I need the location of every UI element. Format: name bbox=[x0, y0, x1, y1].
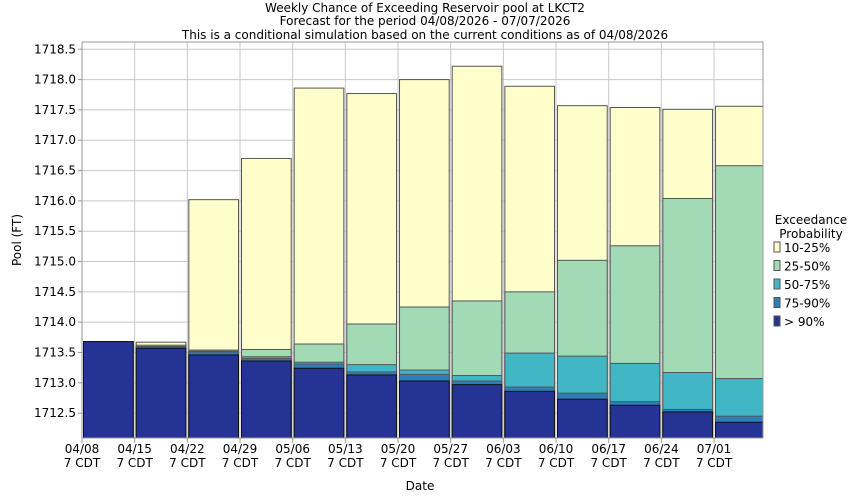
y-tick-label: 1716.5 bbox=[34, 164, 76, 178]
y-axis-ticks: 1712.5 1713.0 1713.5 1714.0 1714.5 1715.0 1715… bbox=[34, 42, 82, 420]
legend-swatch bbox=[773, 315, 781, 327]
x-tick-sublabel: 7 CDT bbox=[432, 456, 469, 470]
bar-segment--90- bbox=[241, 360, 292, 439]
legend-label: 25-50% bbox=[784, 260, 830, 274]
bar-segment--90- bbox=[135, 347, 187, 439]
bar-segment--90- bbox=[715, 421, 764, 439]
legend-label: > 90% bbox=[784, 315, 825, 329]
x-tick-label: 04/22 bbox=[170, 442, 205, 456]
x-tick-sublabel: 7 CDT bbox=[696, 456, 733, 470]
x-tick-label: 04/15 bbox=[117, 442, 152, 456]
y-tick-label: 1713.0 bbox=[34, 376, 76, 390]
y-tick-label: 1718.0 bbox=[34, 73, 76, 87]
x-tick-sublabel: 7 CDT bbox=[643, 456, 680, 470]
x-tick-label: 04/08 bbox=[65, 442, 100, 456]
x-tick-sublabel: 7 CDT bbox=[222, 456, 259, 470]
legend-label: 10-25% bbox=[784, 241, 830, 255]
legend-swatch bbox=[773, 297, 781, 308]
chart-title-line-1: Weekly Chance of Exceeding Reservoir poo… bbox=[265, 1, 585, 15]
bar-segment--90- bbox=[609, 404, 661, 439]
legend-swatch bbox=[773, 260, 781, 271]
bar-segment--90- bbox=[504, 390, 556, 439]
bar-segment--90- bbox=[346, 374, 398, 439]
x-tick-label: 05/27 bbox=[433, 442, 468, 456]
legend-label: 50-75% bbox=[784, 278, 830, 292]
x-tick-sublabel: 7 CDT bbox=[590, 456, 627, 470]
bar-segment--90- bbox=[451, 384, 503, 439]
legend-swatch bbox=[773, 278, 781, 290]
y-tick-label: 1718.5 bbox=[34, 42, 76, 56]
y-tick-label: 1716.0 bbox=[34, 194, 76, 208]
legend-label: 75-90% bbox=[784, 297, 830, 311]
x-tick-sublabel: 7 CDT bbox=[274, 456, 311, 470]
x-tick-sublabel: 7 CDT bbox=[538, 456, 575, 470]
x-tick-label: 06/17 bbox=[591, 442, 626, 456]
chart-title-line-2: Forecast for the period 04/08/2026 - 07/… bbox=[280, 14, 571, 28]
legend-title-2: Probability bbox=[779, 227, 842, 241]
x-tick-label: 05/13 bbox=[328, 442, 363, 456]
y-tick-label: 1717.0 bbox=[34, 133, 76, 147]
bar-segment--90- bbox=[399, 380, 450, 439]
x-axis-label: Date bbox=[406, 479, 435, 493]
y-axis-label: Pool (FT) bbox=[10, 214, 24, 266]
bar-segment--90- bbox=[662, 411, 714, 439]
x-tick-label: 05/06 bbox=[275, 442, 310, 456]
x-tick-sublabel: 7 CDT bbox=[64, 456, 101, 470]
chart-title-line-3: This is a conditional simulation based o… bbox=[181, 28, 668, 42]
x-tick-label: 06/10 bbox=[539, 442, 574, 456]
x-tick-sublabel: 7 CDT bbox=[116, 456, 153, 470]
legend: Exceedance Probability 10-25% 25-50% 50-75… bbox=[773, 213, 847, 329]
y-tick-label: 1713.5 bbox=[34, 345, 76, 359]
legend-swatch bbox=[773, 241, 781, 253]
y-tick-label: 1714.5 bbox=[34, 285, 76, 299]
bar-segment--90- bbox=[557, 398, 608, 439]
x-tick-sublabel: 7 CDT bbox=[485, 456, 522, 470]
x-tick-label: 07/01 bbox=[697, 442, 732, 456]
x-tick-label: 06/03 bbox=[486, 442, 521, 456]
x-tick-sublabel: 7 CDT bbox=[327, 456, 364, 470]
y-tick-label: 1712.5 bbox=[34, 406, 76, 420]
bar-segment--90- bbox=[293, 367, 345, 439]
y-tick-label: 1714.0 bbox=[34, 315, 76, 329]
x-tick-label: 04/29 bbox=[223, 442, 258, 456]
bar-segment--90- bbox=[83, 341, 134, 439]
x-tick-label: 05/20 bbox=[381, 442, 416, 456]
plot-frame bbox=[81, 41, 764, 439]
x-tick-sublabel: 7 CDT bbox=[380, 456, 417, 470]
x-tick-label: 06/24 bbox=[644, 442, 679, 456]
legend-title-1: Exceedance bbox=[775, 213, 847, 227]
bars bbox=[83, 65, 764, 439]
bar-segment--90- bbox=[188, 354, 240, 439]
y-tick-label: 1715.0 bbox=[34, 255, 76, 269]
x-tick-sublabel: 7 CDT bbox=[169, 456, 206, 470]
y-tick-label: 1717.5 bbox=[34, 103, 76, 117]
y-tick-label: 1715.5 bbox=[34, 224, 76, 238]
